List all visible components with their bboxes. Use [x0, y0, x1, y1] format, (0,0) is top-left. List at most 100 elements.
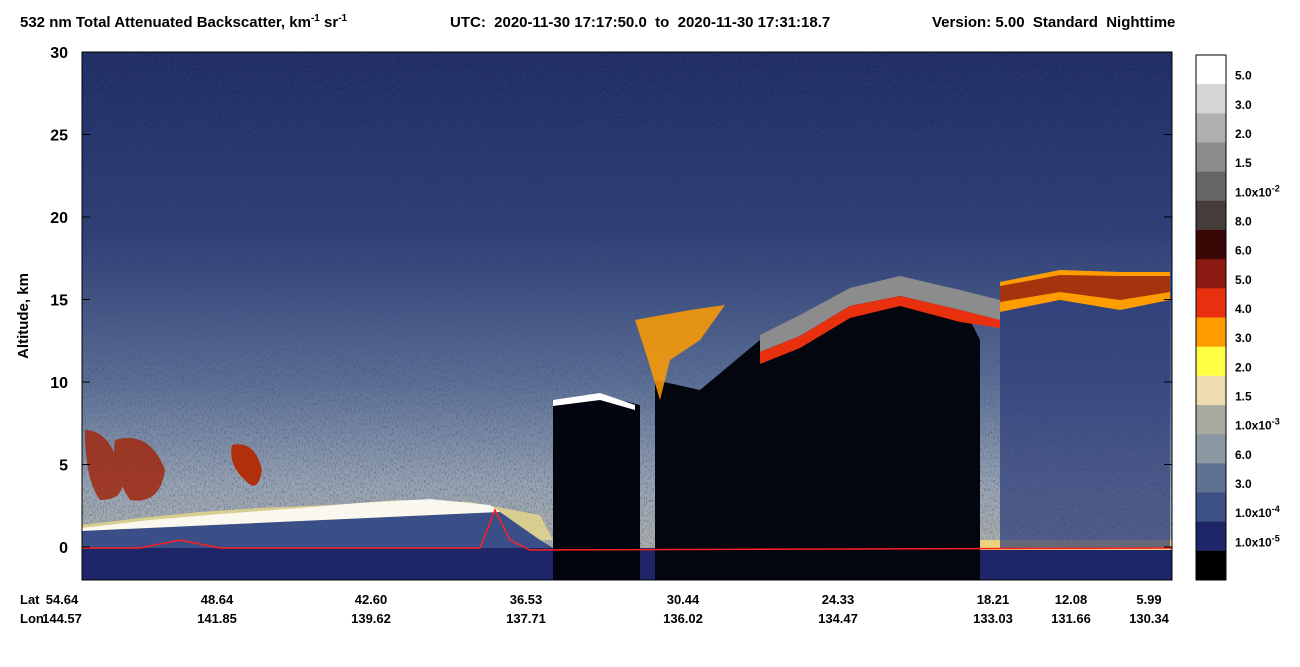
colorbar-label: 1.5	[1235, 156, 1252, 170]
lat-label: 18.21	[977, 592, 1010, 607]
colorbar-label-text: 2.0	[1235, 127, 1252, 141]
colorbar-swatch	[1196, 113, 1226, 143]
colorbar-swatch	[1196, 521, 1226, 552]
colorbar-swatch	[1196, 346, 1226, 377]
chart-title: 532 nm Total Attenuated Backscatter, km-…	[20, 13, 348, 31]
y-tick-label: 25	[50, 128, 68, 145]
colorbar-label-sup: -3	[1272, 417, 1280, 427]
cloud-top	[635, 305, 725, 400]
colorbar-label: 1.5	[1235, 389, 1252, 403]
aerosol-plume	[231, 444, 262, 486]
cloud-top	[553, 393, 635, 410]
cloud-shadow	[655, 280, 980, 580]
x-row-name: Lat	[20, 592, 40, 607]
colorbar-swatch	[1196, 405, 1226, 435]
title-sup: -1	[338, 13, 347, 24]
colorbar-label-text: 6.0	[1235, 244, 1252, 258]
colorbar-label-text: 1.5	[1235, 156, 1252, 170]
colorbar-swatch	[1196, 55, 1226, 85]
colorbar-label: 1.0x10-3	[1235, 417, 1280, 433]
colorbar-label-text: 1.0x10	[1235, 506, 1272, 520]
colorbar-label: 5.0	[1235, 69, 1252, 83]
plot-frame	[81, 51, 1173, 581]
low-layer-below	[82, 512, 553, 548]
y-tick-label: 30	[50, 45, 68, 62]
colorbar-label-sup: -2	[1272, 183, 1280, 193]
colorbar-swatch	[1196, 230, 1226, 260]
colorbar-label-text: 3.0	[1235, 477, 1252, 491]
x-row-name: Lon	[20, 611, 44, 626]
lon-label: 139.62	[351, 611, 391, 626]
colorbar-label: 5.0	[1235, 273, 1252, 287]
y-axis-label: Altitude, km	[15, 273, 32, 359]
colorbar-swatch	[1196, 259, 1226, 289]
colorbar-label-text: 1.0x10	[1235, 185, 1272, 199]
colorbar-label-text: 3.0	[1235, 331, 1252, 345]
colorbar-label-text: 1.0x10	[1235, 419, 1272, 433]
lat-label: 48.64	[201, 592, 234, 607]
title-sup: -1	[311, 13, 320, 24]
y-tick-label: 5	[59, 458, 68, 475]
colorbar-label-text: 2.0	[1235, 360, 1252, 374]
colorbar-label: 4.0	[1235, 302, 1252, 316]
colorbar-label: 8.0	[1235, 214, 1252, 228]
colorbar-swatch	[1196, 492, 1226, 523]
colorbar-label: 3.0	[1235, 331, 1252, 345]
lat-label: 42.60	[355, 592, 388, 607]
colorbar-label-text: 4.0	[1235, 302, 1252, 316]
aerosol-plume	[85, 430, 165, 501]
colorbar-label: 1.0x10-4	[1235, 504, 1280, 520]
surface-line	[82, 508, 1172, 551]
colorbar-swatch	[1196, 200, 1226, 231]
lon-label: 136.02	[663, 611, 703, 626]
y-tick-label: 20	[50, 210, 68, 227]
lat-label: 5.99	[1136, 592, 1161, 607]
colorbar-label: 3.0	[1235, 477, 1252, 491]
colorbar-label-text: 5.0	[1235, 69, 1252, 83]
y-tick-label: 15	[50, 293, 68, 310]
colorbar-label-text: 5.0	[1235, 273, 1252, 287]
colorbar: 5.03.02.01.51.0x10-28.06.05.04.03.02.01.…	[1195, 54, 1280, 581]
cloud-top	[760, 296, 1000, 364]
colorbar-label-text: 1.0x10	[1235, 535, 1272, 549]
colorbar-label-text: 6.0	[1235, 448, 1252, 462]
cloud-shadow	[1000, 300, 1170, 548]
colorbar-label: 1.0x10-2	[1235, 183, 1280, 199]
lon-label: 137.71	[506, 611, 546, 626]
low-layer-top	[82, 499, 500, 531]
title-mid: sr	[320, 14, 339, 31]
colorbar-swatch	[1196, 434, 1226, 464]
colorbar-swatch	[1196, 317, 1226, 348]
lat-label: 36.53	[510, 592, 543, 607]
lon-label: 141.85	[197, 611, 237, 626]
colorbar-label: 2.0	[1235, 127, 1252, 141]
lat-label: 24.33	[822, 592, 855, 607]
lat-label: 12.08	[1055, 592, 1088, 607]
lon-label: 130.34	[1129, 611, 1170, 626]
title-version: Version: 5.00 Standard Nighttime	[932, 14, 1175, 31]
colorbar-label-text: 3.0	[1235, 98, 1252, 112]
colorbar-label-sup: -4	[1272, 504, 1280, 514]
colorbar-swatch	[1196, 375, 1226, 406]
colorbar-label-text: 1.5	[1235, 389, 1252, 403]
colorbar-label: 2.0	[1235, 360, 1252, 374]
title-main: 532 nm Total Attenuated Backscatter, km	[20, 14, 311, 31]
colorbar-swatch	[1196, 84, 1226, 114]
colorbar-label-text: 8.0	[1235, 214, 1252, 228]
lon-label: 144.57	[42, 611, 82, 626]
colorbar-label: 3.0	[1235, 98, 1252, 112]
colorbar-label: 1.0x10-5	[1235, 533, 1280, 549]
lon-label: 131.66	[1051, 611, 1091, 626]
colorbar-label-sup: -5	[1272, 533, 1280, 543]
title-utc: UTC: 2020-11-30 17:17:50.0 to 2020-11-30…	[450, 14, 830, 31]
y-tick-label: 10	[50, 375, 68, 392]
colorbar-swatch	[1196, 142, 1226, 173]
colorbar-label: 6.0	[1235, 448, 1252, 462]
colorbar-swatch	[1196, 171, 1226, 202]
lon-label: 134.47	[818, 611, 858, 626]
cloud-shadow	[553, 395, 640, 580]
lat-label: 30.44	[667, 592, 700, 607]
